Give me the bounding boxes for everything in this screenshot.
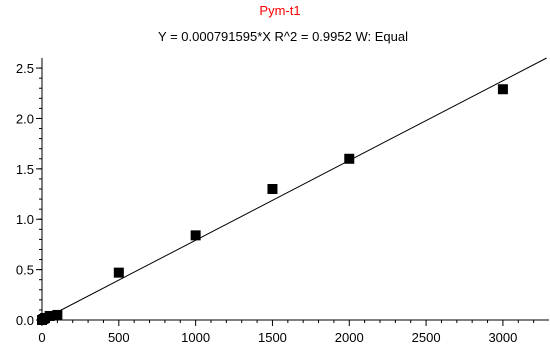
data-point xyxy=(267,184,278,194)
x-tick-label: 1500 xyxy=(258,330,287,345)
x-tick-label: 2000 xyxy=(335,330,364,345)
data-point xyxy=(190,230,201,241)
x-tick-label: 2500 xyxy=(412,330,441,345)
regression-line xyxy=(41,57,547,321)
data-point xyxy=(52,309,63,320)
data-point xyxy=(113,267,124,278)
y-tick-label: 2.5 xyxy=(16,61,34,76)
chart-subtitle: Y = 0.000791595*X R^2 = 0.9952 W: Equal xyxy=(158,29,408,44)
data-point xyxy=(497,84,508,95)
chart-title: Pym-t1 xyxy=(259,3,300,18)
fit-line-group xyxy=(41,57,547,321)
x-tick-label: 3000 xyxy=(488,330,517,345)
axes: 0.0 0.5 1.0 1.5 2.0 2.5 0 500 1000 1500 2000 2500 30… xyxy=(16,58,549,345)
x-tick-label: 500 xyxy=(108,330,130,345)
x-tick-label: 1000 xyxy=(181,330,210,345)
x-tick-label: 0 xyxy=(38,330,45,345)
y-tick-label: 0.5 xyxy=(16,263,34,278)
y-tick-label: 1.5 xyxy=(16,162,34,177)
y-tick-label: 2.0 xyxy=(16,111,34,126)
data-points xyxy=(37,84,508,325)
y-tick-label: 0.0 xyxy=(16,313,34,328)
y-tick-label: 1.0 xyxy=(16,212,34,227)
data-point xyxy=(344,153,355,164)
data-point xyxy=(44,310,55,321)
